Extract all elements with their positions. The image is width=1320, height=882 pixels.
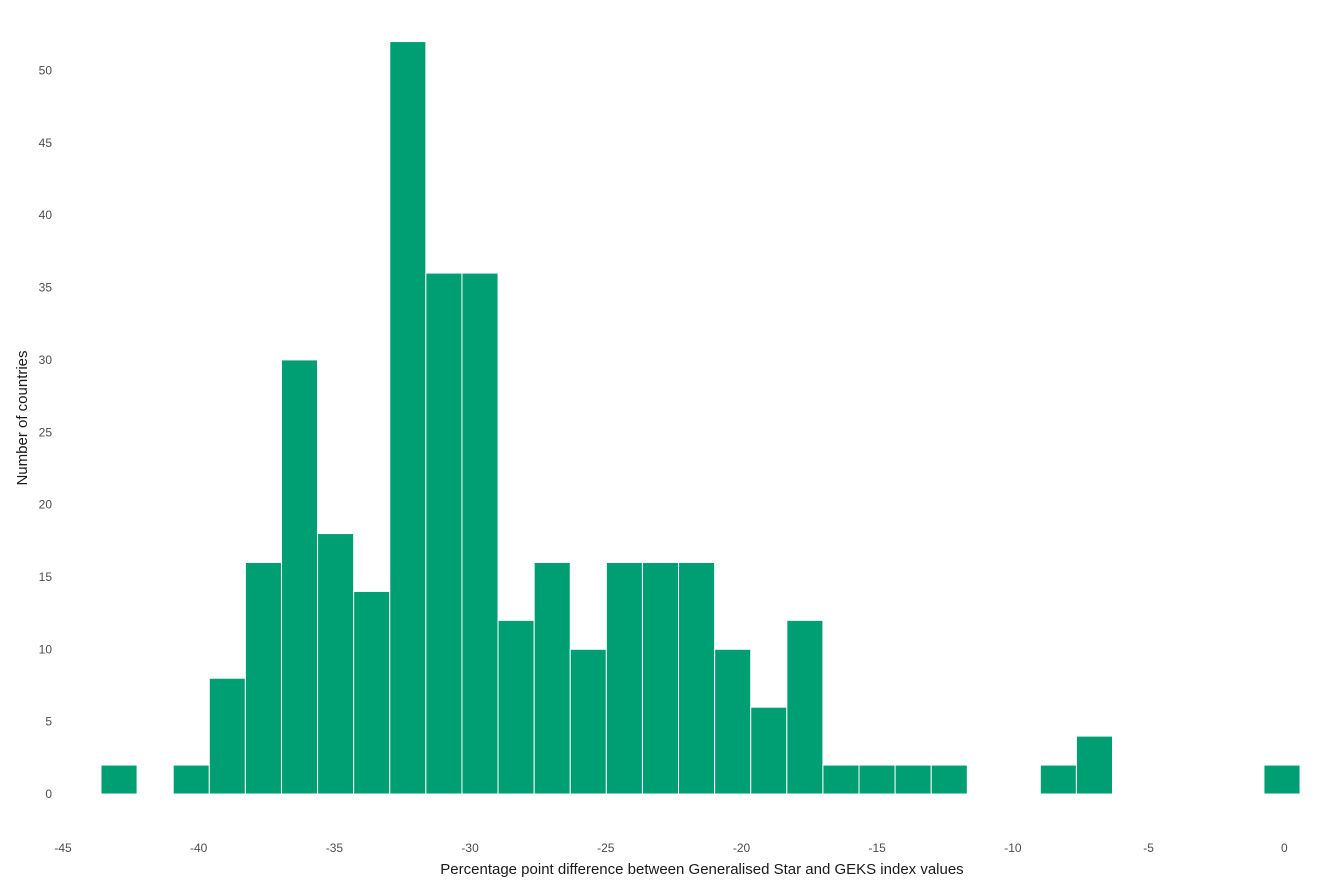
y-tick-label: 35 bbox=[39, 281, 53, 295]
histogram-bar-17 bbox=[750, 706, 788, 795]
y-tick-label: 15 bbox=[39, 570, 53, 584]
histogram-bar-25 bbox=[1263, 764, 1301, 795]
histogram-bar-16 bbox=[714, 648, 752, 795]
histogram-bar-24 bbox=[1075, 735, 1114, 795]
x-tick-label: -45 bbox=[54, 841, 72, 855]
histogram-bar-20 bbox=[858, 764, 896, 795]
histogram-bar-14 bbox=[641, 561, 680, 795]
histogram-bar-3 bbox=[244, 561, 282, 795]
y-axis-title: Number of countries bbox=[14, 350, 31, 485]
histogram-bar-4 bbox=[280, 359, 319, 795]
histogram-bar-21 bbox=[894, 764, 932, 795]
bars bbox=[100, 41, 1301, 795]
histogram-bar-22 bbox=[930, 764, 968, 795]
histogram-bar-10 bbox=[497, 619, 535, 795]
y-tick-label: 45 bbox=[39, 136, 53, 150]
y-tick-label: 25 bbox=[39, 425, 53, 439]
histogram-bar-5 bbox=[317, 533, 355, 795]
histogram-bar-0 bbox=[100, 764, 138, 795]
y-tick-label: 50 bbox=[39, 64, 53, 78]
x-tick-label: -20 bbox=[733, 841, 751, 855]
histogram-bar-6 bbox=[353, 590, 391, 795]
histogram-bar-18 bbox=[786, 619, 824, 795]
y-tick-label: 5 bbox=[45, 715, 52, 729]
x-tick-label: 0 bbox=[1281, 841, 1288, 855]
x-tick-label: -25 bbox=[597, 841, 615, 855]
x-tick-label: -15 bbox=[869, 841, 887, 855]
histogram-bar-23 bbox=[1039, 764, 1077, 795]
histogram-bar-11 bbox=[533, 561, 571, 795]
histogram-bar-19 bbox=[822, 764, 860, 795]
histogram-bar-9 bbox=[461, 272, 499, 795]
histogram-bar-15 bbox=[678, 561, 716, 795]
x-tick-label: -5 bbox=[1143, 841, 1154, 855]
y-tick-label: 30 bbox=[39, 353, 53, 367]
x-tick-labels: -45 -40 -35 -30 -25 -20 -15 -10 -5 0 bbox=[54, 841, 1288, 855]
y-tick-labels: 0 5 10 15 20 25 30 35 40 45 50 bbox=[39, 64, 53, 802]
y-tick-label: 0 bbox=[45, 787, 52, 801]
x-axis-title: Percentage point difference between Gene… bbox=[440, 861, 963, 878]
x-tick-label: -30 bbox=[461, 841, 479, 855]
histogram-bar-13 bbox=[605, 561, 643, 795]
histogram-bar-2 bbox=[208, 677, 246, 795]
histogram-bar-1 bbox=[172, 764, 210, 795]
histogram-bar-12 bbox=[569, 648, 607, 795]
histogram-bar-8 bbox=[425, 272, 463, 795]
y-tick-label: 20 bbox=[39, 498, 53, 512]
histogram-bar-7 bbox=[389, 41, 427, 795]
x-tick-label: -35 bbox=[326, 841, 344, 855]
x-tick-label: -40 bbox=[190, 841, 208, 855]
y-tick-label: 10 bbox=[39, 642, 53, 656]
x-tick-label: -10 bbox=[1004, 841, 1022, 855]
y-tick-label: 40 bbox=[39, 208, 53, 222]
